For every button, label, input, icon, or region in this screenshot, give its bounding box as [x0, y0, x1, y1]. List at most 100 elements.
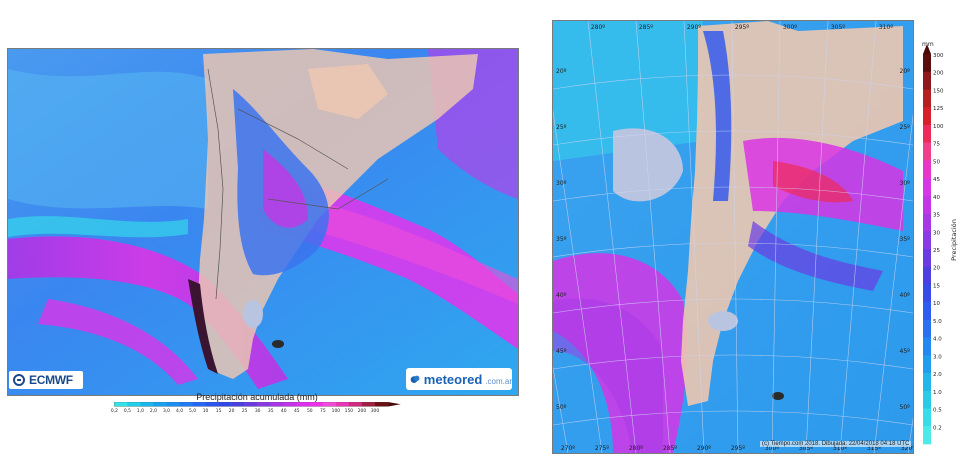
scale-tick-label: 1,0: [137, 408, 144, 414]
andes-convection: [703, 31, 732, 201]
lat-label-left: 35º: [556, 236, 567, 243]
left-color-scale: 0,2 0,5 1,0 2,0 3,0 4,0 5,0 10 15 20 25 30 35 40 45 50 7…: [111, 402, 401, 414]
right-scale-swatch: [923, 249, 931, 268]
scale-tick-label: 30: [255, 408, 261, 414]
lon-label-top: 310º: [879, 24, 893, 31]
cyan-streak: [8, 216, 188, 238]
right-scale-tick: 35: [933, 213, 940, 219]
graticule-labels: 280º 285º 290º 295º 300º 305º 310º 270º 275º 280º…: [556, 24, 913, 452]
right-scale-swatch: [923, 71, 931, 90]
scale-tick-label: 15: [216, 408, 222, 414]
right-scale-tick: 5.0: [933, 319, 942, 325]
meridian-line: [771, 21, 781, 453]
meteored-logo: meteored .com.ar: [406, 368, 512, 390]
scale-swatch: [140, 402, 154, 407]
lat-label-left: 25º: [556, 124, 567, 131]
meridian-line: [839, 21, 877, 453]
right-scale-tick: 40: [933, 195, 940, 201]
scale-swatch: [361, 402, 376, 407]
right-color-scale: mm 300 200 150 125 100 75 50 45 40 35 30 25 20 15 10 5.0…: [922, 41, 958, 445]
scale-arrow: [388, 402, 401, 407]
country-borders: [207, 68, 389, 300]
right-scale-tick: 1.0: [933, 390, 942, 396]
lon-label-top: 300º: [783, 24, 797, 31]
right-precip-map: 280º 285º 290º 295º 300º 305º 310º 270º 275º 280º…: [552, 20, 914, 454]
scale-swatch: [153, 402, 167, 407]
andes-heavy-precip: [188, 279, 218, 374]
parallel-line: [553, 242, 913, 258]
scale-unit: mm: [922, 41, 934, 48]
right-scale-tick: 20: [933, 266, 940, 272]
right-scale-swatch: [923, 107, 931, 126]
eastern-rain-core: [308, 199, 518, 304]
lat-label-left: 50º: [556, 404, 567, 411]
rain-band-inner: [38, 299, 198, 385]
scale-tick-label: 0,5: [124, 408, 131, 414]
scale-swatch: [127, 402, 141, 407]
meridian-line: [731, 21, 739, 453]
parallel-line: [553, 186, 913, 202]
scale-swatch: [205, 402, 219, 407]
right-scale-swatch: [923, 124, 931, 143]
scale-tick-label: 4,0: [176, 408, 183, 414]
right-scale-swatch: [923, 142, 931, 161]
ecmwf-logo: ECMWF: [9, 371, 83, 389]
scale-swatch: [231, 402, 245, 407]
right-scale-tick: 25: [933, 248, 940, 254]
scale-swatch: [322, 402, 337, 407]
scale-tick-label: 75: [320, 408, 326, 414]
right-southern-band-inner: [553, 298, 663, 453]
scale-swatch: [309, 402, 324, 407]
right-scale-swatch: [923, 302, 931, 321]
lat-label-right: 40º: [900, 292, 911, 299]
right-scale-tick: 0.2: [933, 425, 942, 431]
scale-swatch: [270, 402, 284, 407]
right-scale-swatch: [923, 319, 931, 338]
lat-label-left: 20º: [556, 68, 567, 75]
right-scale-tick: 125: [933, 106, 944, 112]
right-scale-tick: 200: [933, 71, 944, 77]
parallel-line: [553, 130, 913, 146]
right-coastal-patch: [708, 311, 738, 331]
scale-swatch: [192, 402, 206, 407]
right-scale-swatch: [923, 355, 931, 374]
lon-label-bottom: 320º: [901, 445, 913, 452]
parallel-line: [553, 354, 913, 370]
scale-swatch: [335, 402, 350, 407]
meridian-line: [683, 21, 705, 453]
right-scale-axis-label: Precipitación: [950, 219, 958, 261]
lon-label-bottom: 310º: [833, 445, 847, 452]
parallel-line: [553, 410, 913, 426]
right-scale-tick: 15: [933, 283, 940, 289]
scale-swatch: [179, 402, 193, 407]
meteored-cloud-icon: [410, 375, 420, 384]
coastal-dry-patch: [243, 300, 263, 328]
lon-label-bottom: 290º: [697, 445, 711, 452]
right-scale-arrow: [923, 44, 931, 54]
right-scale-tick: 150: [933, 88, 944, 94]
right-scale-swatch: [923, 160, 931, 179]
dry-north-region: [308, 64, 388, 119]
scale-tick-label: 10: [203, 408, 209, 414]
scale-tick-label: 100: [332, 408, 341, 414]
right-scale-tick: 50: [933, 159, 940, 165]
lat-label-right: 30º: [900, 180, 911, 187]
ecmwf-logo-text: ECMWF: [29, 373, 73, 387]
southern-rain-band: [8, 236, 288, 389]
lon-label-bottom: 285º: [663, 445, 677, 452]
inland-heavy-rain: [263, 149, 308, 228]
right-land: [681, 21, 903, 406]
scale-swatch: [244, 402, 258, 407]
lon-label-bottom: 280º: [629, 445, 643, 452]
lat-label-right: 45º: [900, 348, 911, 355]
lat-label-left: 30º: [556, 180, 567, 187]
lat-label-left: 45º: [556, 348, 567, 355]
light-rain-swirl: [8, 69, 208, 209]
right-scale-tick: 45: [933, 177, 940, 183]
left-legend-title: Precipitación acumulada (mm): [196, 392, 318, 402]
right-scale-swatch: [923, 54, 931, 73]
malvinas-islands: [272, 340, 284, 348]
meteored-logo-text: meteored: [423, 371, 483, 387]
right-credit-text: (c) Tiempo.com 2018. Dibujada: 22/04/201…: [760, 441, 912, 447]
lon-label-top: 280º: [591, 24, 605, 31]
